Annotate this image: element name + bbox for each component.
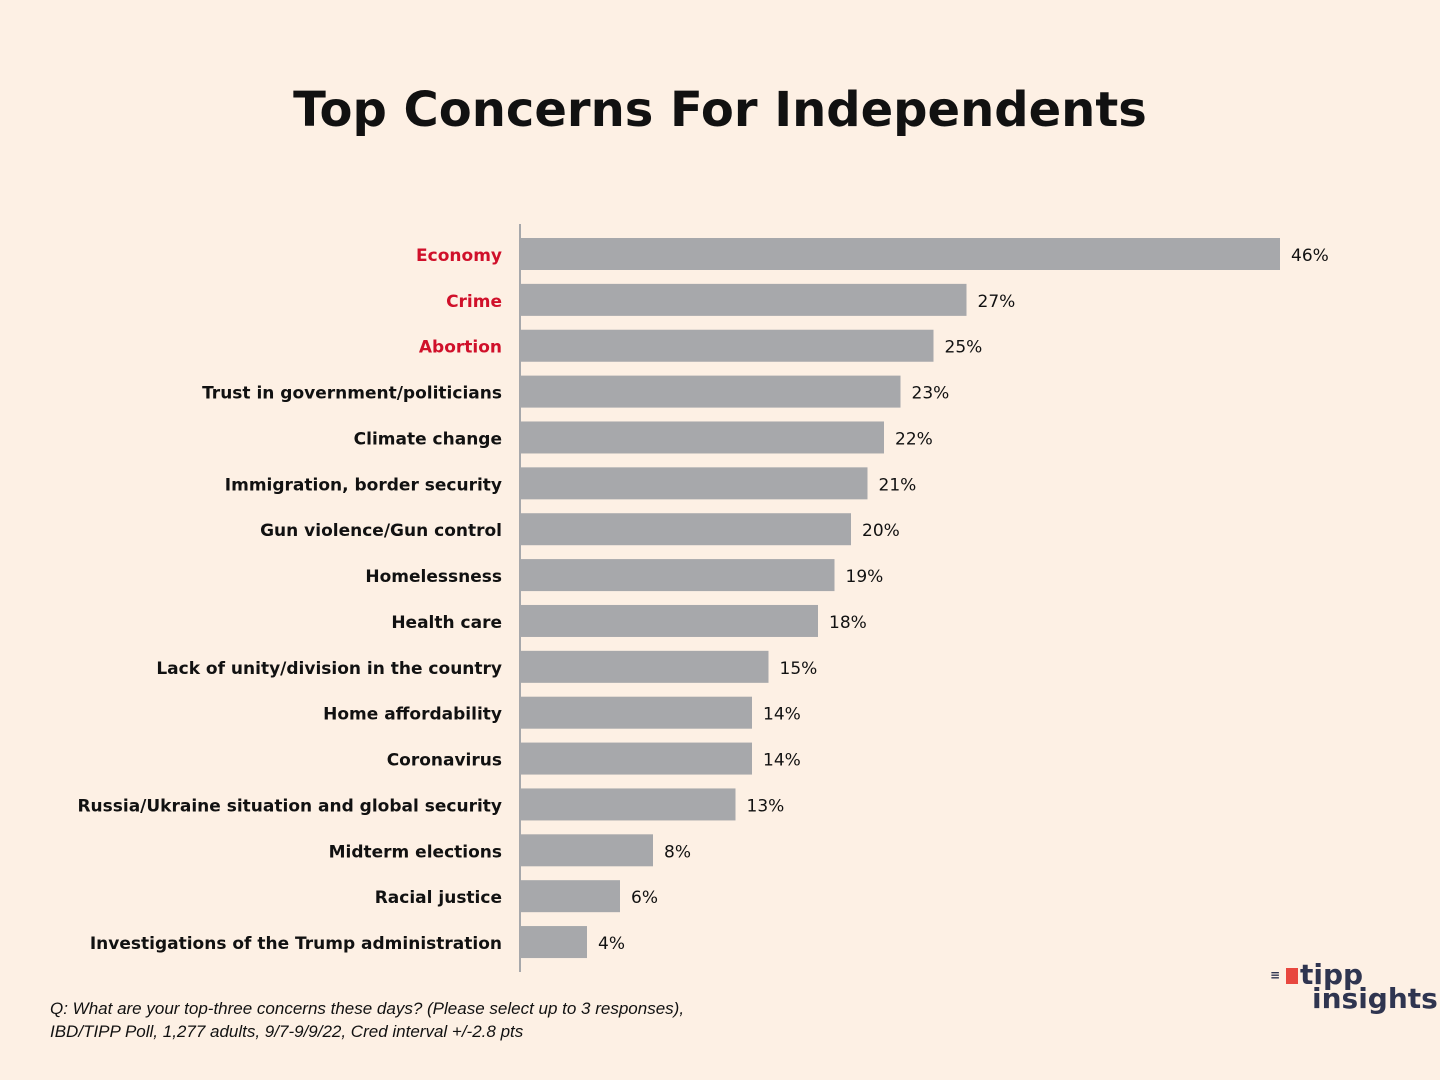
value-label: 19%: [846, 567, 884, 587]
footnote-source: IBD/TIPP Poll, 1,277 adults, 9/7-9/9/22,…: [50, 1022, 524, 1041]
category-label: Trust in government/politicians: [202, 384, 502, 404]
value-label: 22%: [895, 429, 933, 449]
bar: [521, 834, 653, 867]
bar: [521, 604, 818, 637]
value-label: 4%: [598, 934, 625, 954]
category-label: Abortion: [419, 338, 502, 358]
category-label: Crime: [446, 292, 502, 312]
value-label: 18%: [829, 613, 867, 633]
value-label: 21%: [879, 475, 917, 495]
bar: [521, 283, 967, 316]
signal-lines-icon: ≡: [1270, 968, 1281, 982]
bar: [521, 329, 934, 362]
chart-title: Top Concerns For Independents: [293, 82, 1147, 138]
value-label: 15%: [780, 659, 818, 679]
value-label: 14%: [763, 705, 801, 725]
logo-text-insights: insights: [1312, 982, 1438, 1015]
bar: [521, 559, 835, 592]
bar: [521, 238, 1280, 270]
value-label: 27%: [978, 292, 1016, 312]
value-label: 8%: [664, 842, 691, 862]
value-label: 14%: [763, 751, 801, 771]
category-label: Investigations of the Trump administrati…: [90, 934, 502, 954]
bar: [521, 650, 769, 683]
category-label: Health care: [391, 613, 502, 633]
bar: [521, 788, 736, 821]
category-label: Racial justice: [375, 888, 502, 908]
category-label: Climate change: [354, 429, 502, 449]
value-label: 46%: [1291, 246, 1329, 266]
category-label: Coronavirus: [387, 751, 502, 771]
value-label: 6%: [631, 888, 658, 908]
category-label: Homelessness: [365, 567, 502, 587]
category-label: Economy: [416, 246, 502, 266]
bar: [521, 926, 587, 959]
bar: [521, 742, 752, 775]
logo-text-tipp: tipp: [1300, 958, 1364, 991]
bar: [521, 375, 901, 408]
bar: [521, 880, 620, 913]
bar: [521, 696, 752, 729]
value-label: 23%: [912, 384, 950, 404]
bar: [521, 467, 868, 500]
flag-icon: [1286, 968, 1298, 984]
footnote-question: Q: What are your top-three concerns thes…: [50, 999, 685, 1018]
bar: [521, 513, 851, 546]
tipp-insights-logo: ≡ tipp insights: [1270, 958, 1438, 1022]
bar: [521, 421, 884, 454]
category-label: Russia/Ukraine situation and global secu…: [77, 796, 502, 816]
category-label: Gun violence/Gun control: [260, 521, 502, 541]
category-label: Lack of unity/division in the country: [156, 659, 502, 679]
value-label: 13%: [747, 796, 785, 816]
value-label: 25%: [945, 338, 983, 358]
category-label: Midterm elections: [329, 842, 502, 862]
category-label: Home affordability: [323, 705, 502, 725]
value-label: 20%: [862, 521, 900, 541]
footnote: Q: What are your top-three concerns thes…: [50, 997, 684, 1043]
category-label: Immigration, border security: [225, 475, 502, 495]
